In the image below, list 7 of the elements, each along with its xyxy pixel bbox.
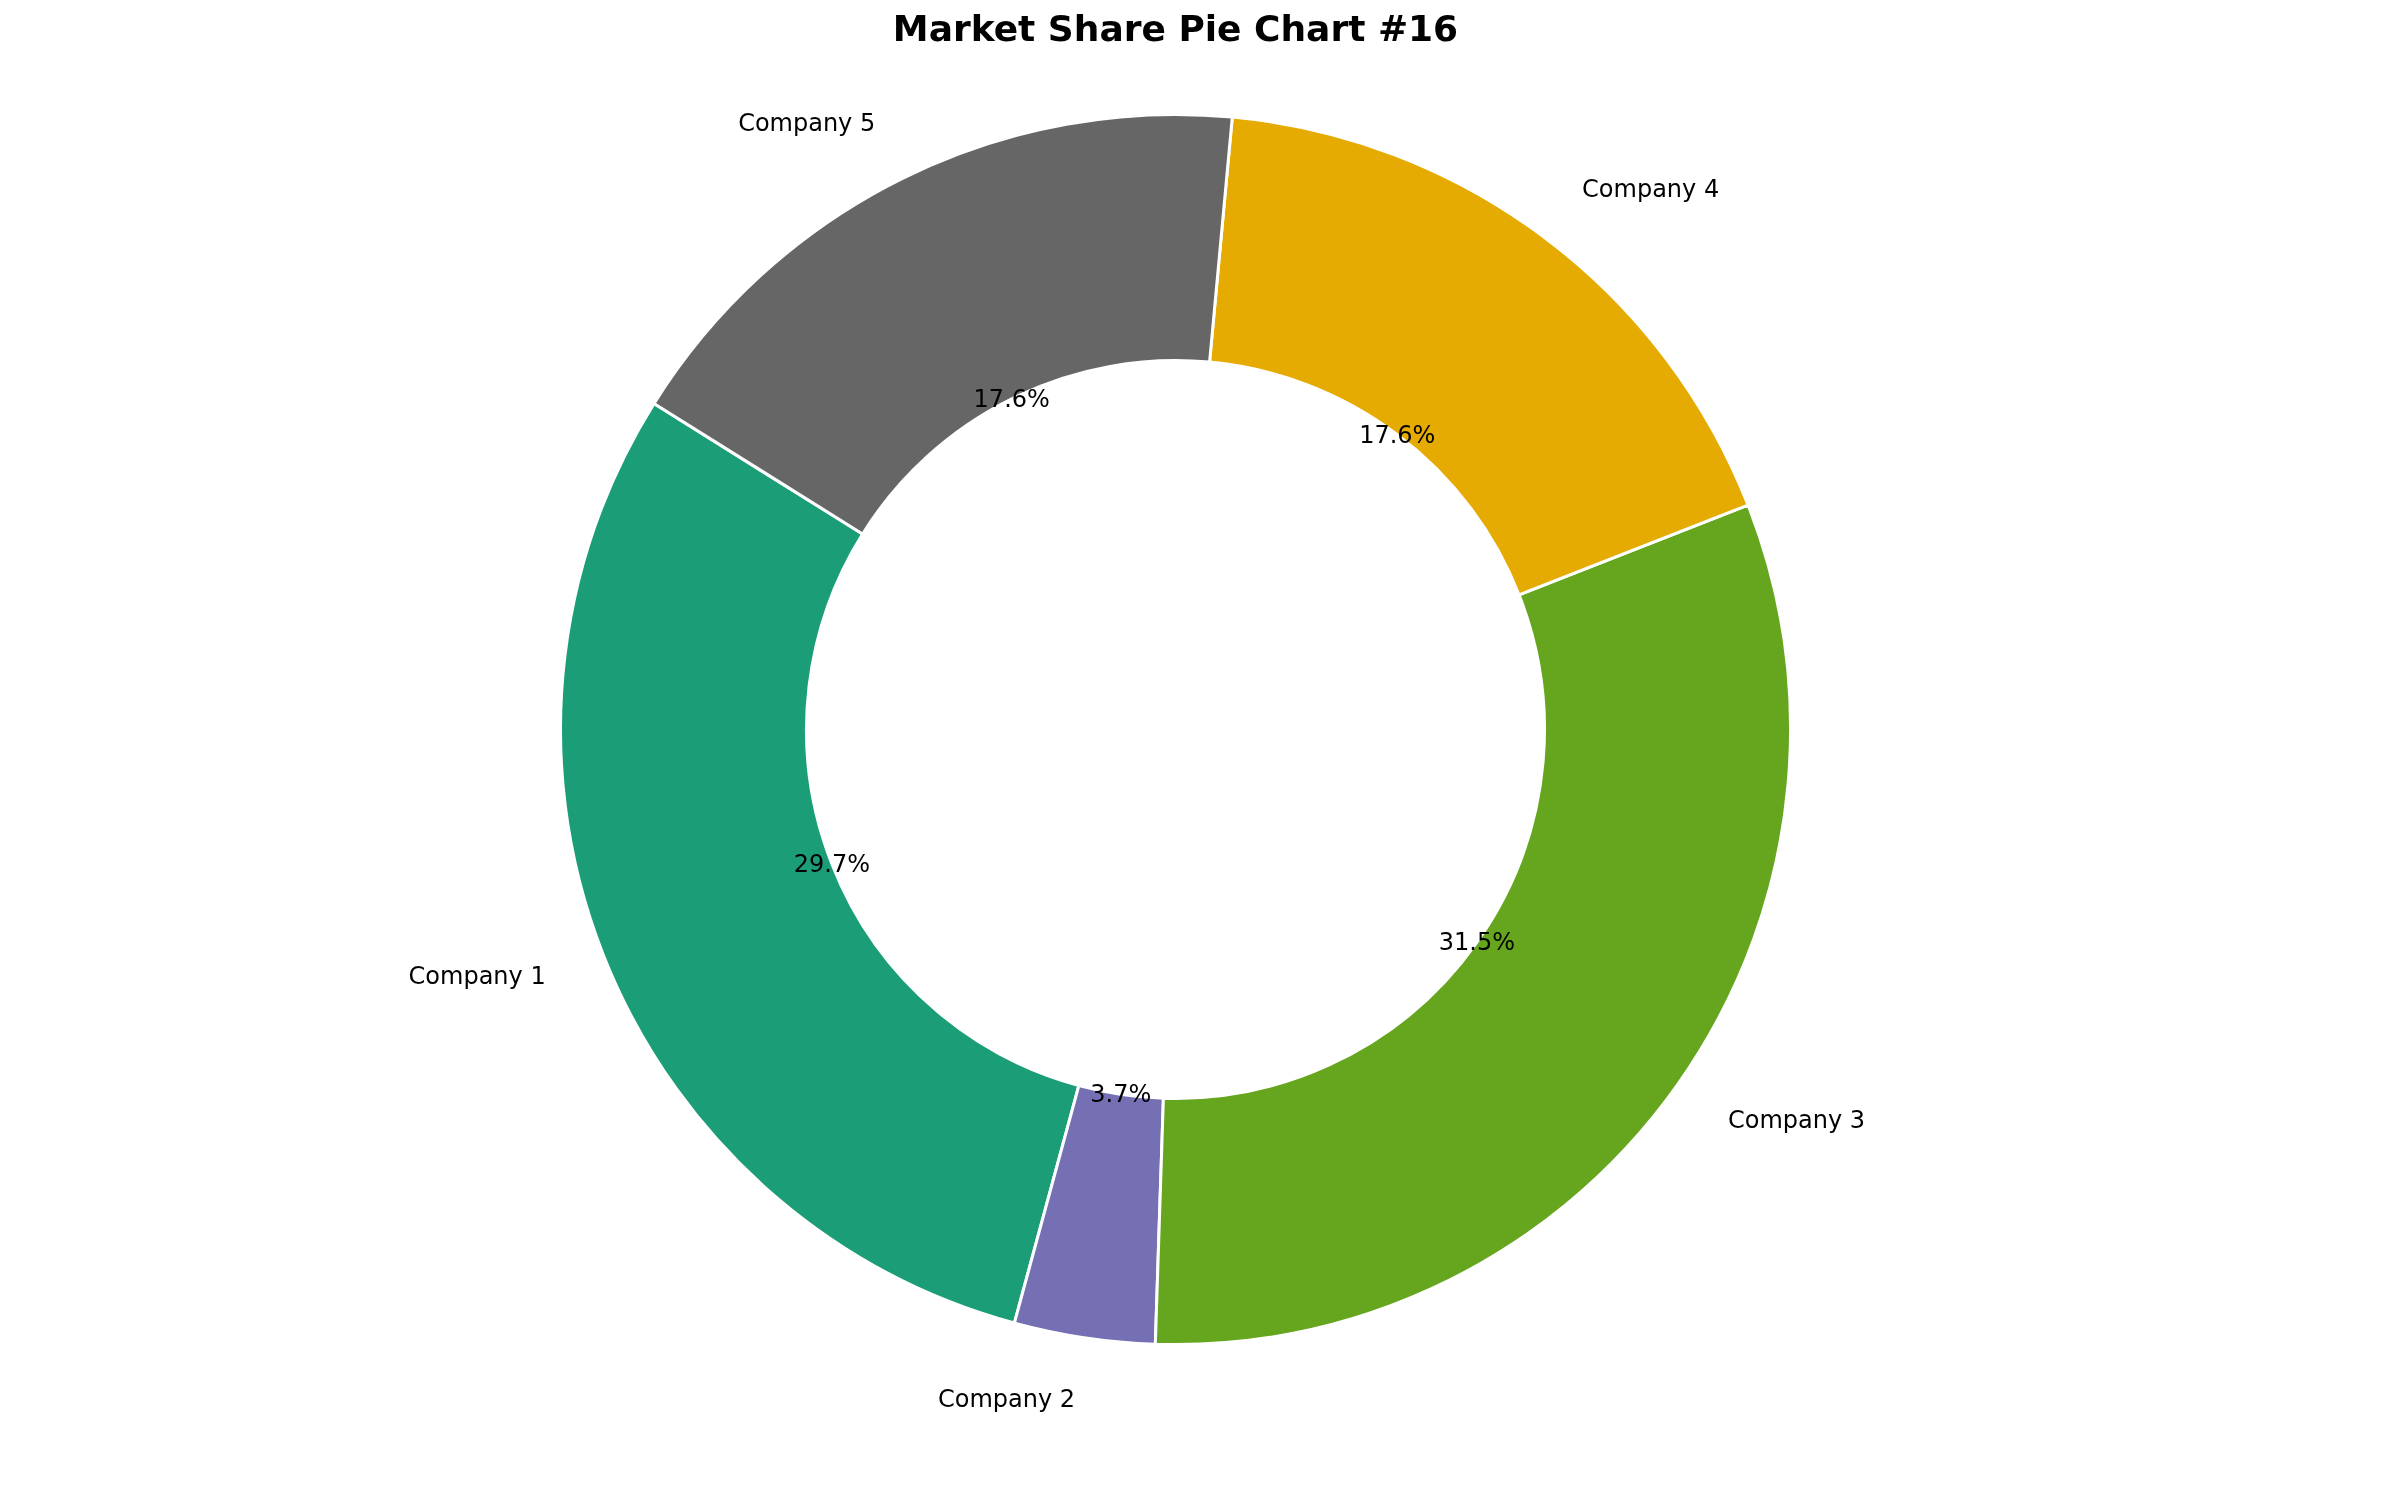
chart-title: Market Share Pie Chart #16 bbox=[892, 7, 1459, 49]
slice-label: Company 4 bbox=[1582, 174, 1720, 203]
slice-label: Company 5 bbox=[738, 109, 876, 138]
slice-label: Company 2 bbox=[938, 1384, 1076, 1413]
data-label: 3.7% bbox=[1090, 1080, 1152, 1109]
slice-label: Company 1 bbox=[408, 962, 546, 991]
slice-label: Company 3 bbox=[1728, 1105, 1866, 1134]
